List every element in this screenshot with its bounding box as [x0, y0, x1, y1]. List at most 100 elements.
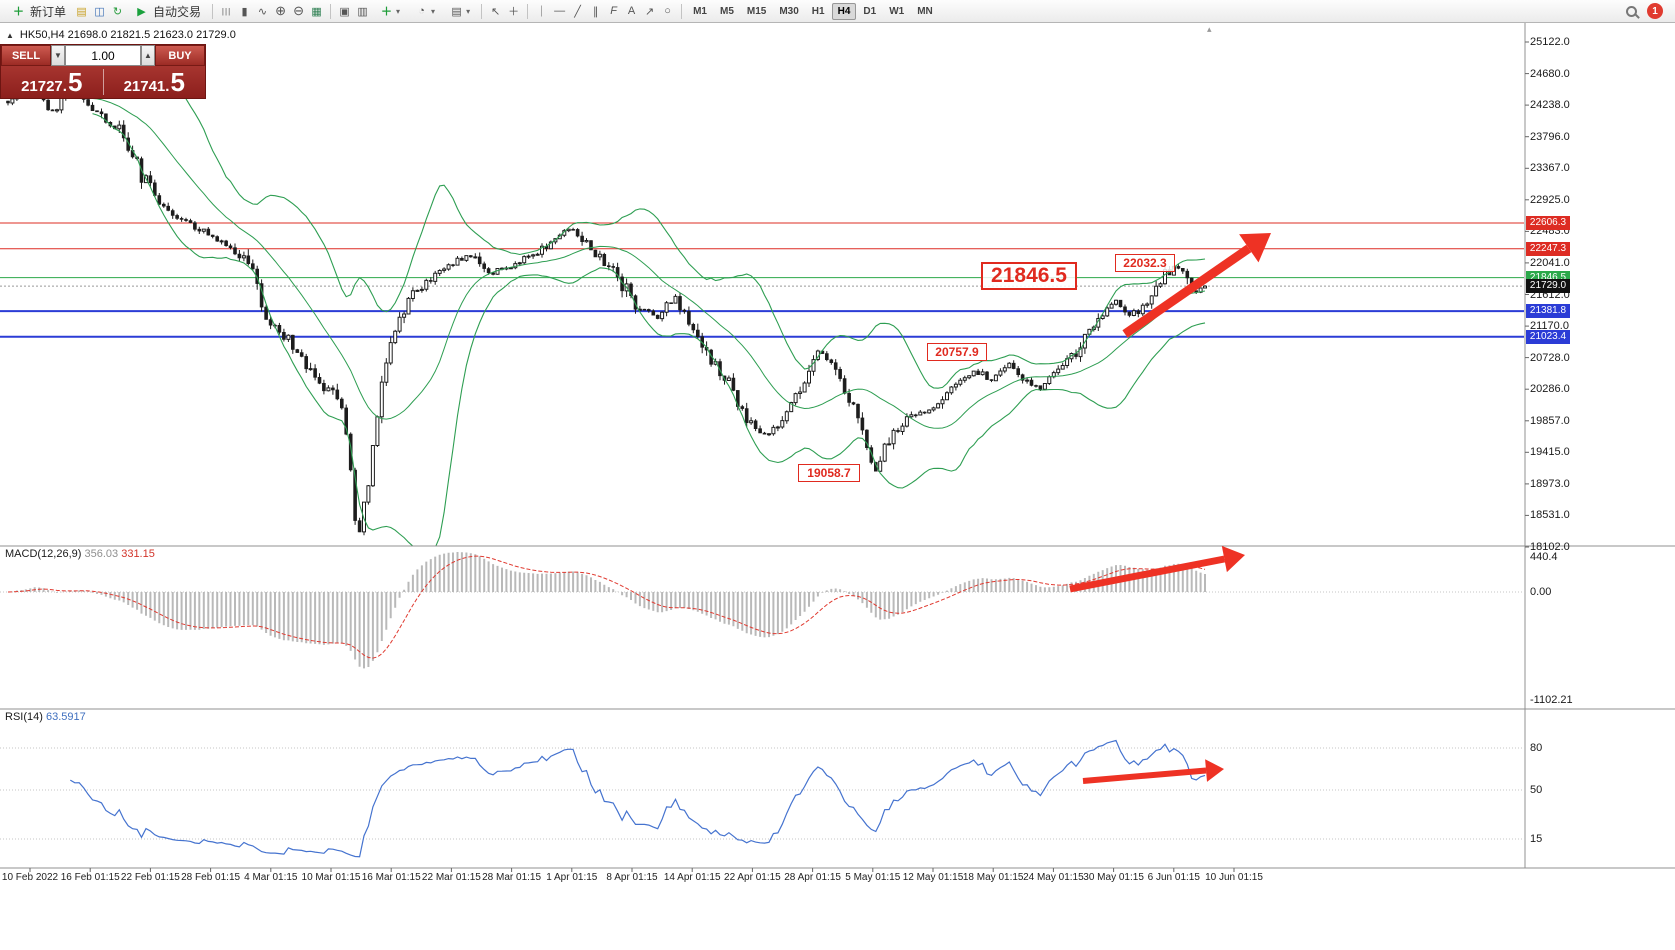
volume-increase-button[interactable]: ▲ [141, 45, 155, 66]
time-tick-label[interactable]: 24 May 01:15 [1023, 872, 1084, 883]
annotation-box[interactable]: 20757.9 [927, 343, 987, 361]
bollinger-bands [92, 68, 1206, 546]
annotation-box[interactable]: 21846.5 [981, 262, 1077, 290]
timeframe-button-m30[interactable]: M30 [773, 3, 804, 20]
buy-price[interactable]: 21741. 5 [104, 69, 206, 95]
volume-input[interactable]: 1.00 [65, 45, 141, 66]
timeframe-button-m1[interactable]: M1 [687, 3, 713, 20]
time-tick-label[interactable]: 18 May 01:15 [962, 872, 1024, 883]
price-tick-label: 25122.0 [1530, 36, 1570, 48]
shapes-icon[interactable]: ○ [664, 5, 671, 17]
timeframe-button-mn[interactable]: MN [911, 3, 939, 20]
arrange-windows-icon[interactable]: ▣ [339, 5, 350, 18]
time-tick-label[interactable]: 12 May 01:15 [902, 872, 964, 883]
price-tick-label: 21170.0 [1530, 320, 1569, 333]
price-tick-label: 24680.0 [1530, 67, 1570, 80]
hline-price-box: 21381.8 [1526, 304, 1570, 319]
tile-windows-icon[interactable]: ▦ [311, 5, 322, 18]
horizontal-line-icon[interactable]: — [554, 5, 566, 17]
candlestick-chart-icon[interactable]: ▮ [241, 5, 248, 18]
sell-price[interactable]: 21727. 5 [1, 69, 103, 95]
time-tick-label[interactable]: 10 Jun 01:15 [1205, 872, 1263, 883]
price-tick-label: 18973.0 [1530, 477, 1570, 490]
timeframe-button-h4[interactable]: H4 [831, 2, 857, 20]
templates-button[interactable]: ▤ ▾ [442, 2, 476, 21]
timeframe-button-m5[interactable]: M5 [714, 3, 740, 20]
hline-price-box: 21023.4 [1526, 329, 1570, 344]
chart-shift-marker[interactable]: ▴ [1207, 24, 1212, 34]
time-tick-label[interactable]: 22 Apr 01:15 [724, 872, 781, 883]
timeframe-button-w1[interactable]: W1 [883, 3, 910, 20]
time-tick-label[interactable]: 10 Feb 2022 [1, 872, 59, 883]
timeframe-button-h1[interactable]: H1 [806, 3, 831, 20]
toolbar-separator [481, 3, 483, 19]
bollinger-upper-band [92, 68, 1206, 389]
time-tick-label[interactable]: 22 Mar 01:15 [421, 872, 481, 883]
rsi-line [69, 739, 1206, 858]
indicators-button[interactable]: ＋ ▾ [372, 2, 406, 21]
search-icon[interactable] [1626, 5, 1637, 17]
time-tick-label[interactable]: 28 Apr 01:15 [784, 872, 841, 883]
timeframe-button-m15[interactable]: M15 [741, 3, 772, 20]
time-tick-label[interactable]: 28 Mar 01:15 [482, 872, 542, 883]
cascade-windows-icon[interactable]: ▥ [357, 5, 368, 18]
sell-button[interactable]: SELL [1, 45, 51, 66]
rsi-title: RSI(14) [5, 711, 43, 723]
time-tick-label[interactable]: 4 Mar 01:15 [244, 872, 298, 883]
macd-indicator-label: MACD(12,26,9) 356.03 331.15 [5, 548, 155, 560]
arrows-tool-icon[interactable]: ↗ [644, 5, 655, 18]
profiles-icon[interactable]: ▤ [76, 5, 87, 18]
text-tool-icon[interactable]: A [627, 5, 636, 17]
time-tick-label[interactable]: 1 Apr 01:15 [546, 872, 598, 883]
time-tick-label[interactable]: 6 Jun 01:15 [1147, 872, 1200, 883]
ohlc-text: HK50,H4 21698.0 21821.5 21623.0 21729.0 [19, 29, 236, 41]
price-tick-label: 19415.0 [1530, 446, 1570, 459]
crosshair-icon[interactable]: ＋ [508, 6, 520, 18]
timeframe-button-d1[interactable]: D1 [857, 3, 882, 20]
time-tick-label[interactable]: 28 Feb 01:15 [181, 872, 241, 883]
time-tick-label[interactable]: 10 Mar 01:15 [301, 872, 361, 883]
time-tick-label[interactable]: 14 Apr 01:15 [663, 872, 721, 883]
time-tick-label[interactable]: 8 Apr 01:15 [606, 872, 658, 883]
autotrading-button[interactable]: ▶ 自动交易 [127, 2, 207, 21]
channel-icon[interactable]: ∥ [592, 5, 599, 18]
bollinger-middle-band [92, 98, 1206, 429]
macd-title: MACD(12,26,9) [5, 548, 82, 560]
rsi-axis-label: 80 [1530, 742, 1543, 754]
zoom-out-icon[interactable]: ⊖ [293, 3, 304, 18]
data-window-icon[interactable]: ◫ [94, 5, 105, 18]
trend-arrow[interactable] [1122, 233, 1271, 338]
price-tick-label: 18102.0 [1530, 541, 1570, 553]
trendline-icon[interactable]: ╱ [574, 5, 581, 18]
vertical-line-icon[interactable]: ｜ [536, 6, 548, 18]
price-tick-label: 24238.0 [1530, 99, 1570, 112]
bar-chart-icon[interactable]: ||| [221, 6, 232, 16]
notification-badge[interactable]: 1 [1647, 3, 1663, 19]
trend-arrow[interactable] [1069, 545, 1245, 593]
buy-button[interactable]: BUY [155, 45, 205, 66]
periods-button[interactable]: ◔ ▾ [407, 2, 441, 21]
time-tick-label[interactable]: 5 May 01:15 [845, 872, 901, 883]
new-order-icon: ＋ [13, 6, 24, 18]
panel-collapse-icon[interactable]: ▲ [6, 30, 14, 40]
line-chart-icon[interactable]: ∿ [257, 5, 268, 18]
annotation-box[interactable]: 19058.7 [798, 464, 860, 482]
price-divider [102, 69, 104, 95]
hline-price-box: 22606.3 [1526, 215, 1570, 230]
zoom-in-icon[interactable]: ⊕ [275, 3, 286, 18]
cursor-icon[interactable]: ↖ [490, 5, 501, 18]
one-click-trading-panel: SELL ▼ 1.00 ▲ BUY 21727. 5 21741. 5 [0, 44, 206, 99]
annotation-box[interactable]: 22032.3 [1115, 254, 1175, 272]
fibonacci-icon[interactable]: F [610, 5, 617, 17]
trend-arrow[interactable] [1082, 759, 1224, 784]
refresh-icon[interactable]: ↻ [112, 5, 123, 18]
time-tick-label[interactable]: 16 Feb 01:15 [60, 872, 120, 883]
time-tick-label[interactable]: 16 Mar 01:15 [361, 872, 421, 883]
price-tick-label: 23796.0 [1530, 130, 1570, 143]
time-tick-label[interactable]: 22 Feb 01:15 [120, 872, 180, 883]
volume-decrease-button[interactable]: ▼ [51, 45, 65, 66]
price-tick-label: 19857.0 [1530, 414, 1570, 427]
new-order-button[interactable]: ＋ 新订单 [4, 2, 72, 21]
time-tick-label[interactable]: 30 May 01:15 [1083, 872, 1144, 883]
